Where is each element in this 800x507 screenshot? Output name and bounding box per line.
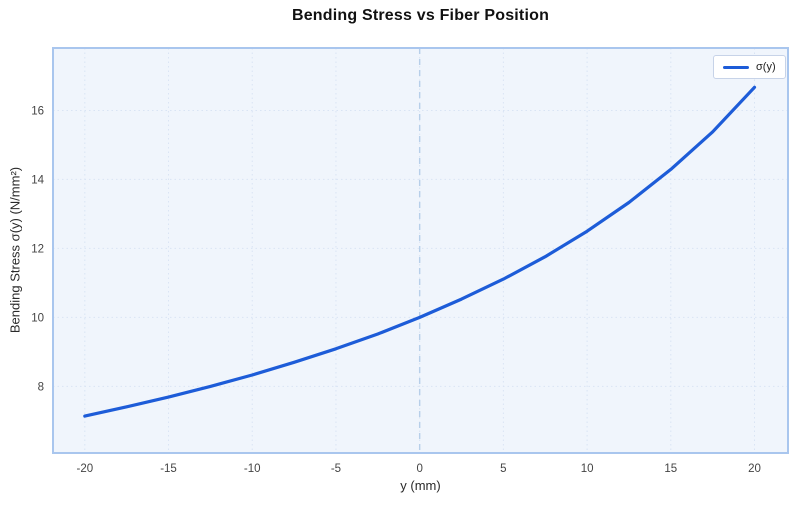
y-axis-label: Bending Stress σ(y) (N/mm²) (7, 166, 23, 334)
legend[interactable]: σ(y) (713, 55, 786, 79)
x-tick-label: 20 (748, 463, 761, 475)
stress-curve (83, 85, 757, 418)
x-tick-label: -15 (160, 463, 177, 475)
x-tick-label: -20 (76, 463, 93, 475)
x-tick-label: -10 (244, 463, 261, 475)
plot-area (53, 48, 788, 453)
y-tick-label: 10 (31, 312, 44, 324)
legend-line-swatch (723, 65, 749, 69)
x-tick-label: 15 (664, 463, 677, 475)
x-axis-label: y (mm) (400, 478, 441, 493)
legend-label: σ(y) (756, 61, 776, 73)
x-tick-label: 10 (581, 463, 594, 475)
x-tick-label: 0 (416, 463, 422, 475)
chart-title: Bending Stress vs Fiber Position (291, 7, 550, 24)
y-tick-label: 14 (31, 174, 44, 186)
y-tick-label: 8 (38, 381, 44, 393)
y-tick-label: 16 (31, 105, 44, 117)
x-tick-label: 5 (500, 463, 506, 475)
plot-border (52, 47, 789, 454)
x-tick-label: -5 (331, 463, 341, 475)
y-tick-label: 12 (31, 243, 44, 255)
